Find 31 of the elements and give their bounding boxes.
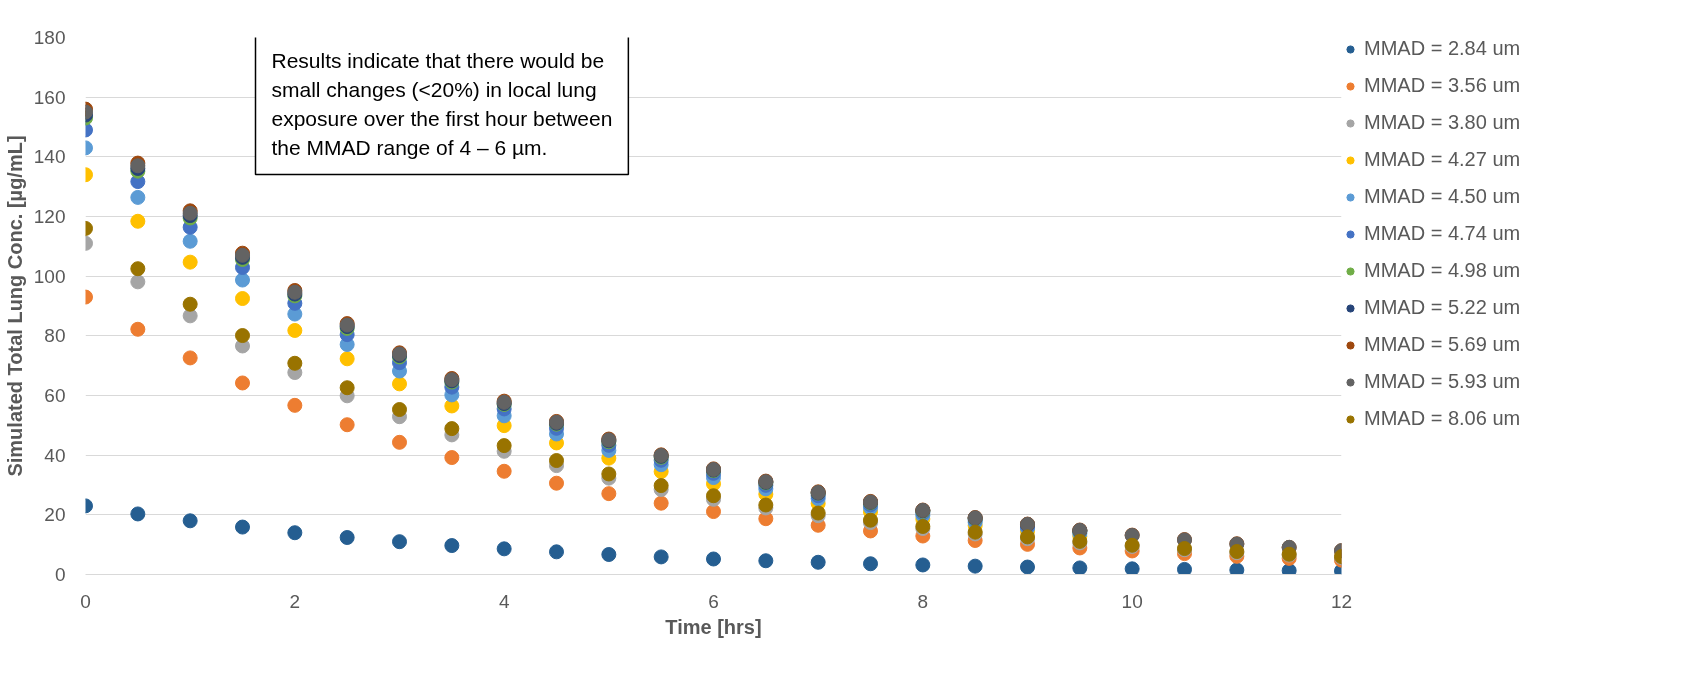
legend-label: MMAD = 3.56 um — [1364, 74, 1521, 97]
legend-label: MMAD = 8.06 um — [1364, 407, 1521, 430]
y-tick-label: 120 — [33, 206, 66, 227]
legend-label: MMAD = 5.22 um — [1364, 296, 1521, 319]
y-tick-label: 0 — [54, 564, 66, 585]
y-tick-label: 140 — [33, 146, 66, 168]
legend-label: MMAD = 3.80 um — [1364, 111, 1521, 134]
y-tick-label: 100 — [33, 265, 66, 287]
legend-label: MMAD = 4.50 um — [1364, 185, 1521, 208]
x-tick-label: 12 — [1330, 590, 1353, 612]
y-tick-label: 60 — [44, 385, 66, 406]
x-axis-title: Time [hrs] — [665, 615, 762, 638]
legend-label: MMAD = 4.98 um — [1364, 259, 1521, 282]
x-tick-label: 0 — [80, 590, 91, 612]
y-tick-label: 160 — [33, 86, 66, 108]
y-tick-label: 20 — [44, 504, 66, 526]
y-tick-label: 80 — [44, 325, 66, 347]
legend-label: MMAD = 5.93 um — [1364, 370, 1521, 393]
x-tick-label: 6 — [708, 590, 719, 612]
x-tick-label: 2 — [289, 590, 301, 612]
legend-label: MMAD = 4.27 um — [1364, 148, 1521, 171]
x-tick-label: 10 — [1121, 590, 1143, 612]
legend-label: MMAD = 4.74 um — [1364, 222, 1521, 245]
x-tick-label: 4 — [498, 590, 510, 612]
annotation: Results indicate that there would be small changes (<20%) in local lung exposure over the first hour between the MMAD range of 4 – 6 µm. — [271, 49, 613, 159]
y-axis-title: Simulated Total Lung Conc. [µg/mL] — [3, 135, 26, 477]
y-tick-label: 40 — [44, 444, 66, 466]
legend-label: MMAD = 5.69 um — [1364, 333, 1521, 356]
legend-label: MMAD = 2.84 um — [1364, 37, 1521, 60]
y-tick-label: 180 — [33, 27, 66, 48]
x-tick-label: 8 — [917, 590, 929, 612]
